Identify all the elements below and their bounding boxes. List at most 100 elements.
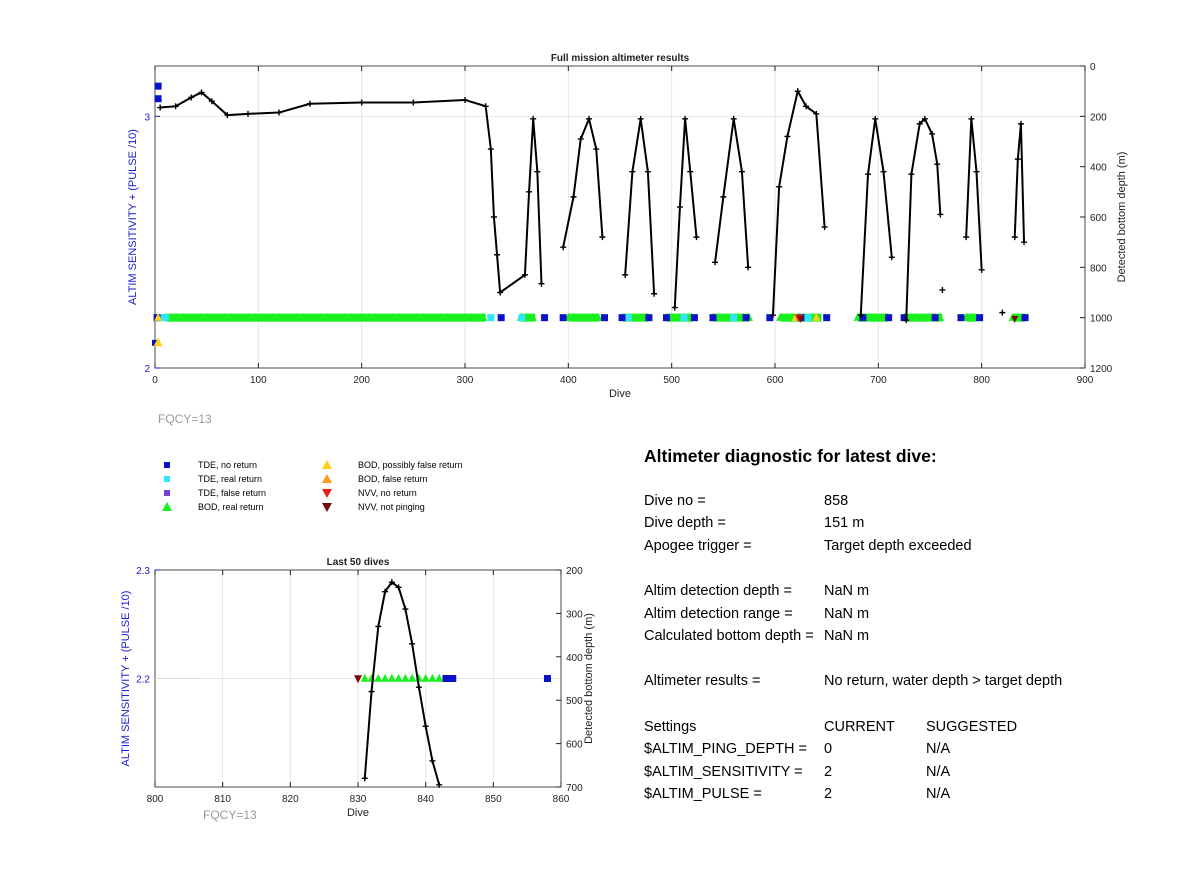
settings-header-current: CURRENT [824, 719, 895, 735]
y-left-tick-label: 2 [144, 364, 150, 375]
depth-profile-line [363, 581, 441, 786]
y-left-axis-label: ALTIM SENSITIVITY + (PULSE /10) [127, 129, 139, 305]
bod-real-return-marker [347, 312, 356, 321]
tde-real-return-marker [680, 314, 688, 322]
setting-current: 2 [824, 764, 833, 780]
depth-point-marker [577, 135, 584, 142]
legend-label: TDE, real return [198, 474, 263, 484]
depth-point-marker [198, 89, 205, 96]
y-right-tick-label: 400 [1090, 163, 1107, 174]
x-tick-label: 800 [973, 375, 990, 386]
bod-real-return-marker [461, 312, 470, 321]
bod-possibly-false-marker [154, 312, 163, 321]
y-right-tick-label: 0 [1090, 62, 1096, 73]
bod-real-return-marker [437, 312, 446, 321]
x-tick-label: 100 [250, 375, 267, 386]
bod-real-return-marker [924, 312, 933, 321]
tde-no-return-marker [601, 314, 608, 322]
bod-real-return-marker [287, 312, 296, 321]
legend-label: BOD, real return [198, 502, 264, 512]
x-tick-label: 850 [485, 794, 502, 805]
bod-real-return-marker [203, 312, 212, 321]
bod-real-return-marker [594, 312, 603, 321]
depth-profile-line [624, 117, 656, 294]
diag-key: Altim detection range = [644, 606, 793, 622]
bod-real-return-marker [353, 312, 362, 321]
tde-no-return-marker [645, 314, 653, 322]
bod-real-return-marker [576, 312, 585, 321]
depth-profile-line [562, 117, 604, 248]
depth-point-marker [794, 88, 801, 95]
depth-point-marker [693, 234, 700, 241]
y-right-tick-label: 600 [1090, 213, 1107, 224]
bod-real-return-marker [721, 312, 729, 321]
bod-real-return-marker [197, 312, 206, 321]
depth-point-marker [921, 115, 928, 122]
depth-point-marker [880, 168, 887, 175]
bod-real-return-marker [631, 312, 640, 321]
legend-item: TDE, real return [160, 472, 262, 486]
x-tick-label: 840 [417, 794, 434, 805]
legend-label: BOD, possibly false return [358, 460, 463, 470]
diag-value: No return, water depth > target depth [824, 673, 1063, 689]
bod-real-return-marker [371, 312, 380, 321]
x-tick-label: 0 [152, 375, 158, 386]
depth-point-marker [865, 171, 871, 178]
y-right-axis-label: Detected bottom depth (m) [583, 613, 595, 744]
depth-point-marker [769, 312, 776, 319]
bod-real-return-marker [323, 312, 332, 321]
tde-real-return-marker [730, 314, 738, 322]
depth-point-marker [1014, 156, 1021, 163]
depth-point-marker [738, 168, 745, 175]
y-left-tick-label: 3 [144, 112, 150, 123]
tde-no-return-marker [885, 314, 893, 322]
depth-profile-line [714, 117, 750, 268]
y-right-tick-label: 1000 [1090, 314, 1113, 325]
bod-real-return-marker [401, 312, 410, 321]
tde-no-return-marker [709, 314, 717, 322]
tde-no-return-marker [690, 314, 698, 322]
diagnostic-title: Altimeter diagnostic for latest dive: [644, 446, 937, 466]
bod-real-return-marker [269, 312, 278, 321]
depth-point-marker [676, 203, 683, 210]
bod-real-return-marker [570, 312, 579, 321]
x-tick-label: 700 [870, 375, 887, 386]
tde-no-return-marker [900, 314, 908, 322]
bod-real-return-marker [383, 312, 392, 321]
diag-key: Dive no = [644, 493, 706, 509]
bod-real-return-marker [871, 312, 880, 321]
bod-real-return-marker [715, 312, 723, 321]
depth-point-marker [482, 103, 489, 110]
bod-real-return-marker [588, 312, 597, 321]
bod-real-return-marker [377, 312, 386, 321]
depth-point-marker [644, 168, 651, 175]
settings-header-label: Settings [644, 719, 697, 735]
x-tick-label: 860 [553, 794, 570, 805]
legend-item: NVV, no return [320, 486, 417, 500]
depth-profile-line [771, 90, 826, 316]
chart-title: Full mission altimeter results [551, 53, 690, 64]
legend-marker-icon [164, 490, 170, 496]
nvv-not-pinging-marker [354, 675, 362, 684]
depth-point-marker [429, 757, 436, 764]
y-right-tick-label: 400 [566, 653, 583, 664]
depth-point-marker [388, 579, 395, 586]
depth-point-marker [934, 161, 941, 168]
depth-profile-line [859, 117, 893, 316]
depth-point-marker [358, 99, 365, 106]
tde-real-return-marker [624, 314, 632, 322]
bod-real-return-marker [582, 312, 591, 321]
bod-real-return-marker [179, 312, 188, 321]
depth-profile-line [673, 117, 698, 308]
bod-real-return-marker [305, 312, 314, 321]
depth-point-marker [903, 317, 910, 324]
depth-point-marker [402, 606, 409, 613]
x-tick-label: 810 [214, 794, 231, 805]
tde-real-return-marker [518, 314, 526, 322]
tde-real-return-marker [161, 314, 169, 322]
depth-point-marker [629, 168, 636, 175]
depth-point-marker [409, 640, 416, 647]
depth-point-marker [490, 214, 497, 220]
bod-real-return-marker [251, 312, 260, 321]
bod-real-return-marker [435, 673, 444, 682]
